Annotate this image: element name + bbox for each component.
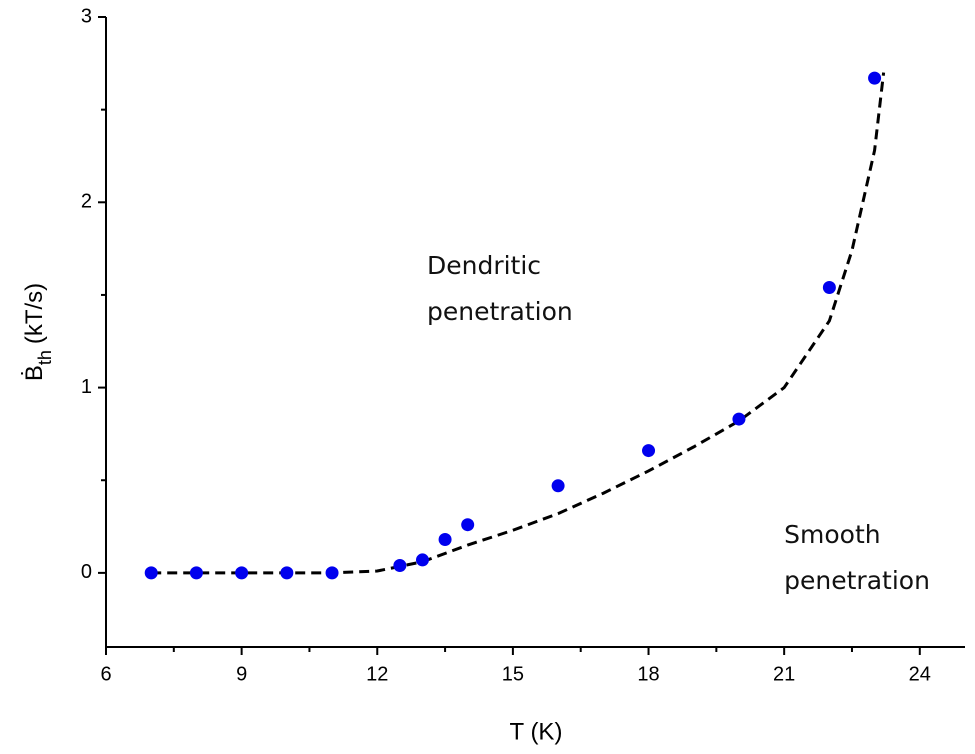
x-tick-label: 9: [236, 663, 247, 685]
data-point: [235, 566, 249, 580]
data-point: [551, 479, 565, 493]
y-tick-label: 1: [81, 376, 92, 398]
data-point: [280, 566, 294, 580]
data-point: [642, 444, 656, 458]
x-axis-label: T (K): [510, 718, 563, 745]
data-point: [325, 566, 339, 580]
y-label-part: Ḃ: [21, 365, 48, 381]
annotation: Smooth: [784, 520, 880, 549]
annotation: Dendritic: [427, 251, 541, 280]
data-point: [415, 553, 429, 567]
x-tick-label: 18: [637, 663, 659, 685]
x-tick-label: 15: [502, 663, 524, 685]
data-point: [438, 533, 452, 547]
data-point: [461, 518, 475, 532]
x-tick-label: 21: [773, 663, 795, 685]
data-point: [868, 71, 882, 85]
data-point: [393, 558, 407, 572]
annotation: penetration: [427, 297, 573, 326]
y-label-part: (kT/s): [21, 283, 48, 344]
data-point: [189, 566, 203, 580]
y-axis-label: Ḃth (kT/s): [21, 283, 54, 381]
y-label-part: th: [35, 350, 55, 365]
x-tick-label: 12: [366, 663, 388, 685]
x-tick-label: 6: [100, 663, 111, 685]
data-point: [822, 281, 836, 295]
data-point: [144, 566, 158, 580]
y-tick-label: 3: [81, 5, 92, 27]
data-point: [732, 412, 746, 426]
fit-curve: [151, 72, 886, 575]
x-tick-label: 24: [909, 663, 931, 685]
y-tick-label: 2: [81, 191, 92, 213]
y-tick-label: 0: [81, 561, 92, 583]
annotation: penetration: [784, 566, 930, 595]
